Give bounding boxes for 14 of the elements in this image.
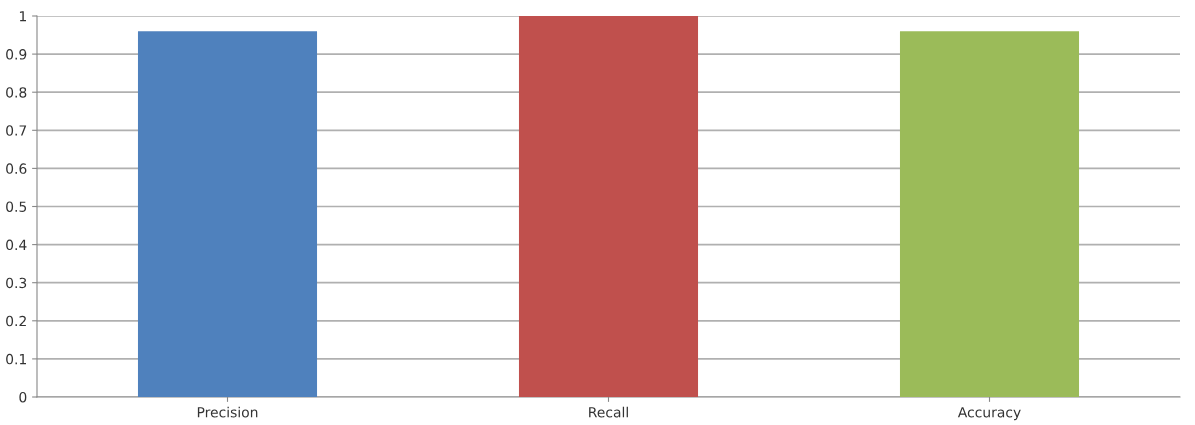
y-tick-label: 0.8 — [6, 87, 27, 98]
y-tick-label: 0.5 — [6, 201, 27, 212]
x-tick-label: Accuracy — [957, 407, 1021, 421]
y-tick-label: 0.7 — [6, 125, 27, 136]
y-tick-label: 0.4 — [6, 239, 27, 251]
y-tick-label: 0 — [19, 391, 27, 403]
y-tick-label: 0.6 — [6, 163, 27, 174]
y-tick-label: 0.3 — [6, 277, 27, 289]
y-tick-label: 0.1 — [6, 353, 26, 365]
x-tick-label: Recall — [589, 406, 628, 418]
y-tick-label: 1 — [19, 11, 26, 22]
y-tick-label: 0.9 — [6, 49, 27, 60]
y-tick-label: 0.2 — [6, 315, 26, 327]
x-tick-label: Precision — [197, 406, 258, 418]
